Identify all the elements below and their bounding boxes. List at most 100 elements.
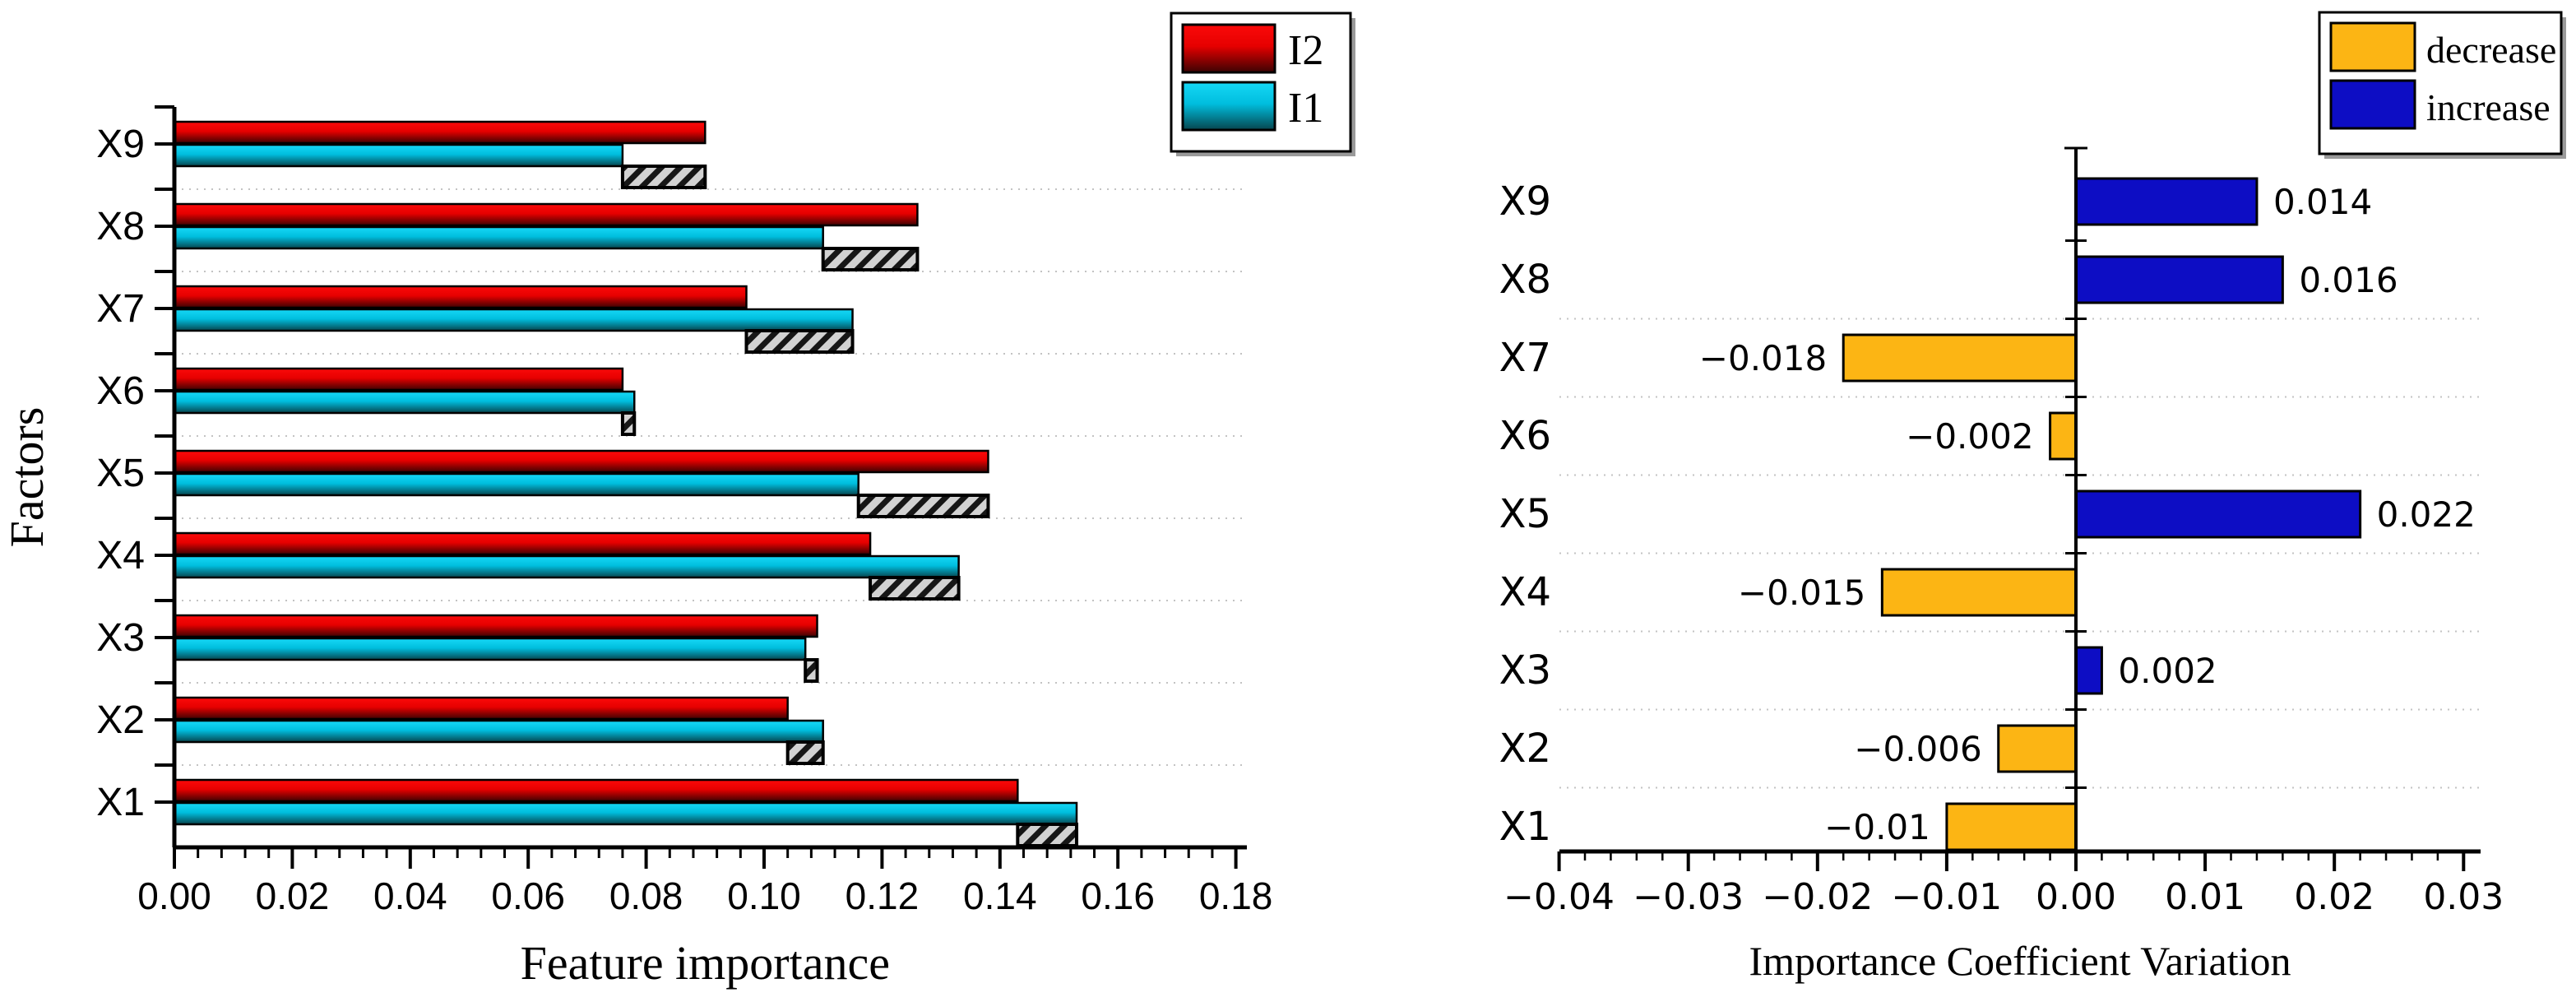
bar-X8-I2 xyxy=(173,202,919,227)
x-tick-label: 0.01 xyxy=(2165,876,2245,918)
bar-group-X5: X5 xyxy=(96,449,990,518)
bar-group-X5: 0.022 X5 xyxy=(1499,489,2476,539)
value-label-X8: 0.016 xyxy=(2299,260,2398,300)
x-tick-label: 0.12 xyxy=(846,874,920,917)
category-label-X7: X7 xyxy=(1499,335,1551,381)
bar-group-X9: 0.014 X9 xyxy=(1499,177,2372,226)
bar-group-X2: X2 xyxy=(96,696,825,765)
bar-X6-I1 xyxy=(173,390,636,415)
x-tick-label: 0.00 xyxy=(2036,876,2116,918)
bar-X9-I2 xyxy=(173,120,707,145)
category-label-X6: X6 xyxy=(96,369,145,413)
category-label-X3: X3 xyxy=(1499,647,1551,694)
value-label-X6: −0.002 xyxy=(1906,416,2033,457)
x-tick-label: 0.00 xyxy=(137,874,211,917)
bar-group-X2: −0.006 X2 xyxy=(1499,724,2078,773)
bar-X7-I1 xyxy=(173,308,854,332)
value-label-X7: −0.018 xyxy=(1699,338,1827,378)
category-label-X5: X5 xyxy=(96,452,145,495)
bar-group-X1: X1 xyxy=(96,778,1079,847)
category-label-X9: X9 xyxy=(96,123,145,166)
value-label-X3: 0.002 xyxy=(2118,651,2217,691)
x-tick-label: 0.10 xyxy=(727,874,801,917)
bar-X5-I2 xyxy=(173,449,989,474)
x-tick-label: −0.03 xyxy=(1633,876,1744,918)
x-axis-title: Feature importance xyxy=(521,936,890,990)
difference-bar-X3 xyxy=(804,658,819,683)
difference-bar-X5 xyxy=(856,494,990,518)
category-label-X8: X8 xyxy=(96,205,145,248)
value-label-X2: −0.006 xyxy=(1854,729,1981,769)
value-label-X9: 0.014 xyxy=(2273,182,2372,222)
bar-X3-I1 xyxy=(173,637,807,661)
legend-label-I2: I2 xyxy=(1288,27,1323,74)
bar-group-X1: −0.01 X1 xyxy=(1499,802,2078,851)
bar-group-X9: X9 xyxy=(96,120,707,189)
value-label-X5: 0.022 xyxy=(2377,494,2476,535)
x-tick-label: 0.04 xyxy=(373,874,447,917)
category-label-X2: X2 xyxy=(1499,726,1551,772)
bar-X6 xyxy=(2049,411,2078,461)
legend: decrease increase xyxy=(2318,11,2566,159)
bar-group-X7: X7 xyxy=(96,285,855,354)
category-label-X6: X6 xyxy=(1499,413,1551,459)
bar-X3 xyxy=(2074,646,2103,695)
bar-X5 xyxy=(2074,489,2362,539)
difference-bar-X7 xyxy=(744,329,855,354)
bar-X8-I1 xyxy=(173,225,824,250)
difference-bar-X4 xyxy=(869,576,961,601)
legend-label-I1: I1 xyxy=(1288,85,1323,132)
x-tick-label: 0.02 xyxy=(2294,876,2374,918)
x-tick-label: 0.16 xyxy=(1081,874,1155,917)
x-tick-label: −0.01 xyxy=(1891,876,2002,918)
legend-swatch-I2 xyxy=(1181,23,1276,74)
bar-X6-I2 xyxy=(173,367,624,392)
bar-X9-I1 xyxy=(173,143,624,168)
legend-label-decrease: decrease xyxy=(2426,29,2556,71)
bar-X4-I1 xyxy=(173,554,960,579)
x-tick-label: −0.02 xyxy=(1762,876,1873,918)
category-label-X8: X8 xyxy=(1499,257,1551,303)
difference-bar-X6 xyxy=(620,411,637,436)
x-tick-label: 0.03 xyxy=(2423,876,2504,918)
bar-X1 xyxy=(1945,802,2078,851)
bar-X7 xyxy=(1842,333,2078,383)
bar-X5-I1 xyxy=(173,472,859,497)
bar-group-X7: −0.018 X7 xyxy=(1499,333,2078,383)
x-tick-label: 0.18 xyxy=(1199,874,1273,917)
difference-bar-X2 xyxy=(785,740,825,765)
category-label-X4: X4 xyxy=(1499,569,1551,615)
x-tick-label: 0.08 xyxy=(609,874,683,917)
bar-group-X8: 0.016 X8 xyxy=(1499,255,2398,304)
bar-group-X4: −0.015 X4 xyxy=(1499,568,2078,617)
value-label-X4: −0.015 xyxy=(1738,573,1865,613)
bar-group-X6: X6 xyxy=(96,367,637,436)
legend-swatch-increase xyxy=(2329,79,2416,130)
value-label-X1: −0.01 xyxy=(1824,807,1930,847)
feature-importance-chart: X9 X8 X7 X6 X5 X4 X3 X2 X1 0.00 0.02 0.04 0.06 0.08 0.… xyxy=(0,12,1355,990)
bar-group-X6: −0.002 X6 xyxy=(1499,411,2078,461)
difference-bar-X1 xyxy=(1016,823,1079,847)
x-tick-label: 0.06 xyxy=(491,874,565,917)
x-tick-label: 0.14 xyxy=(963,874,1037,917)
bar-X1-I2 xyxy=(173,778,1019,803)
category-label-X5: X5 xyxy=(1499,491,1551,537)
difference-bar-X9 xyxy=(620,165,707,189)
category-label-X4: X4 xyxy=(96,534,145,578)
bar-X3-I2 xyxy=(173,614,818,638)
category-label-X2: X2 xyxy=(96,698,145,742)
bar-X2 xyxy=(1997,724,2078,773)
bar-X8 xyxy=(2074,255,2284,304)
bar-X9 xyxy=(2074,177,2259,226)
x-tick-label: −0.04 xyxy=(1503,876,1615,918)
bar-X4-I2 xyxy=(173,531,872,556)
bar-X2-I2 xyxy=(173,696,789,721)
y-axis-title: Factors xyxy=(0,407,53,548)
bar-X1-I1 xyxy=(173,801,1078,826)
category-label-X3: X3 xyxy=(96,616,145,660)
bar-X4 xyxy=(1880,568,2078,617)
category-label-X1: X1 xyxy=(96,781,145,824)
bar-group-X3: 0.002 X3 xyxy=(1499,646,2217,695)
